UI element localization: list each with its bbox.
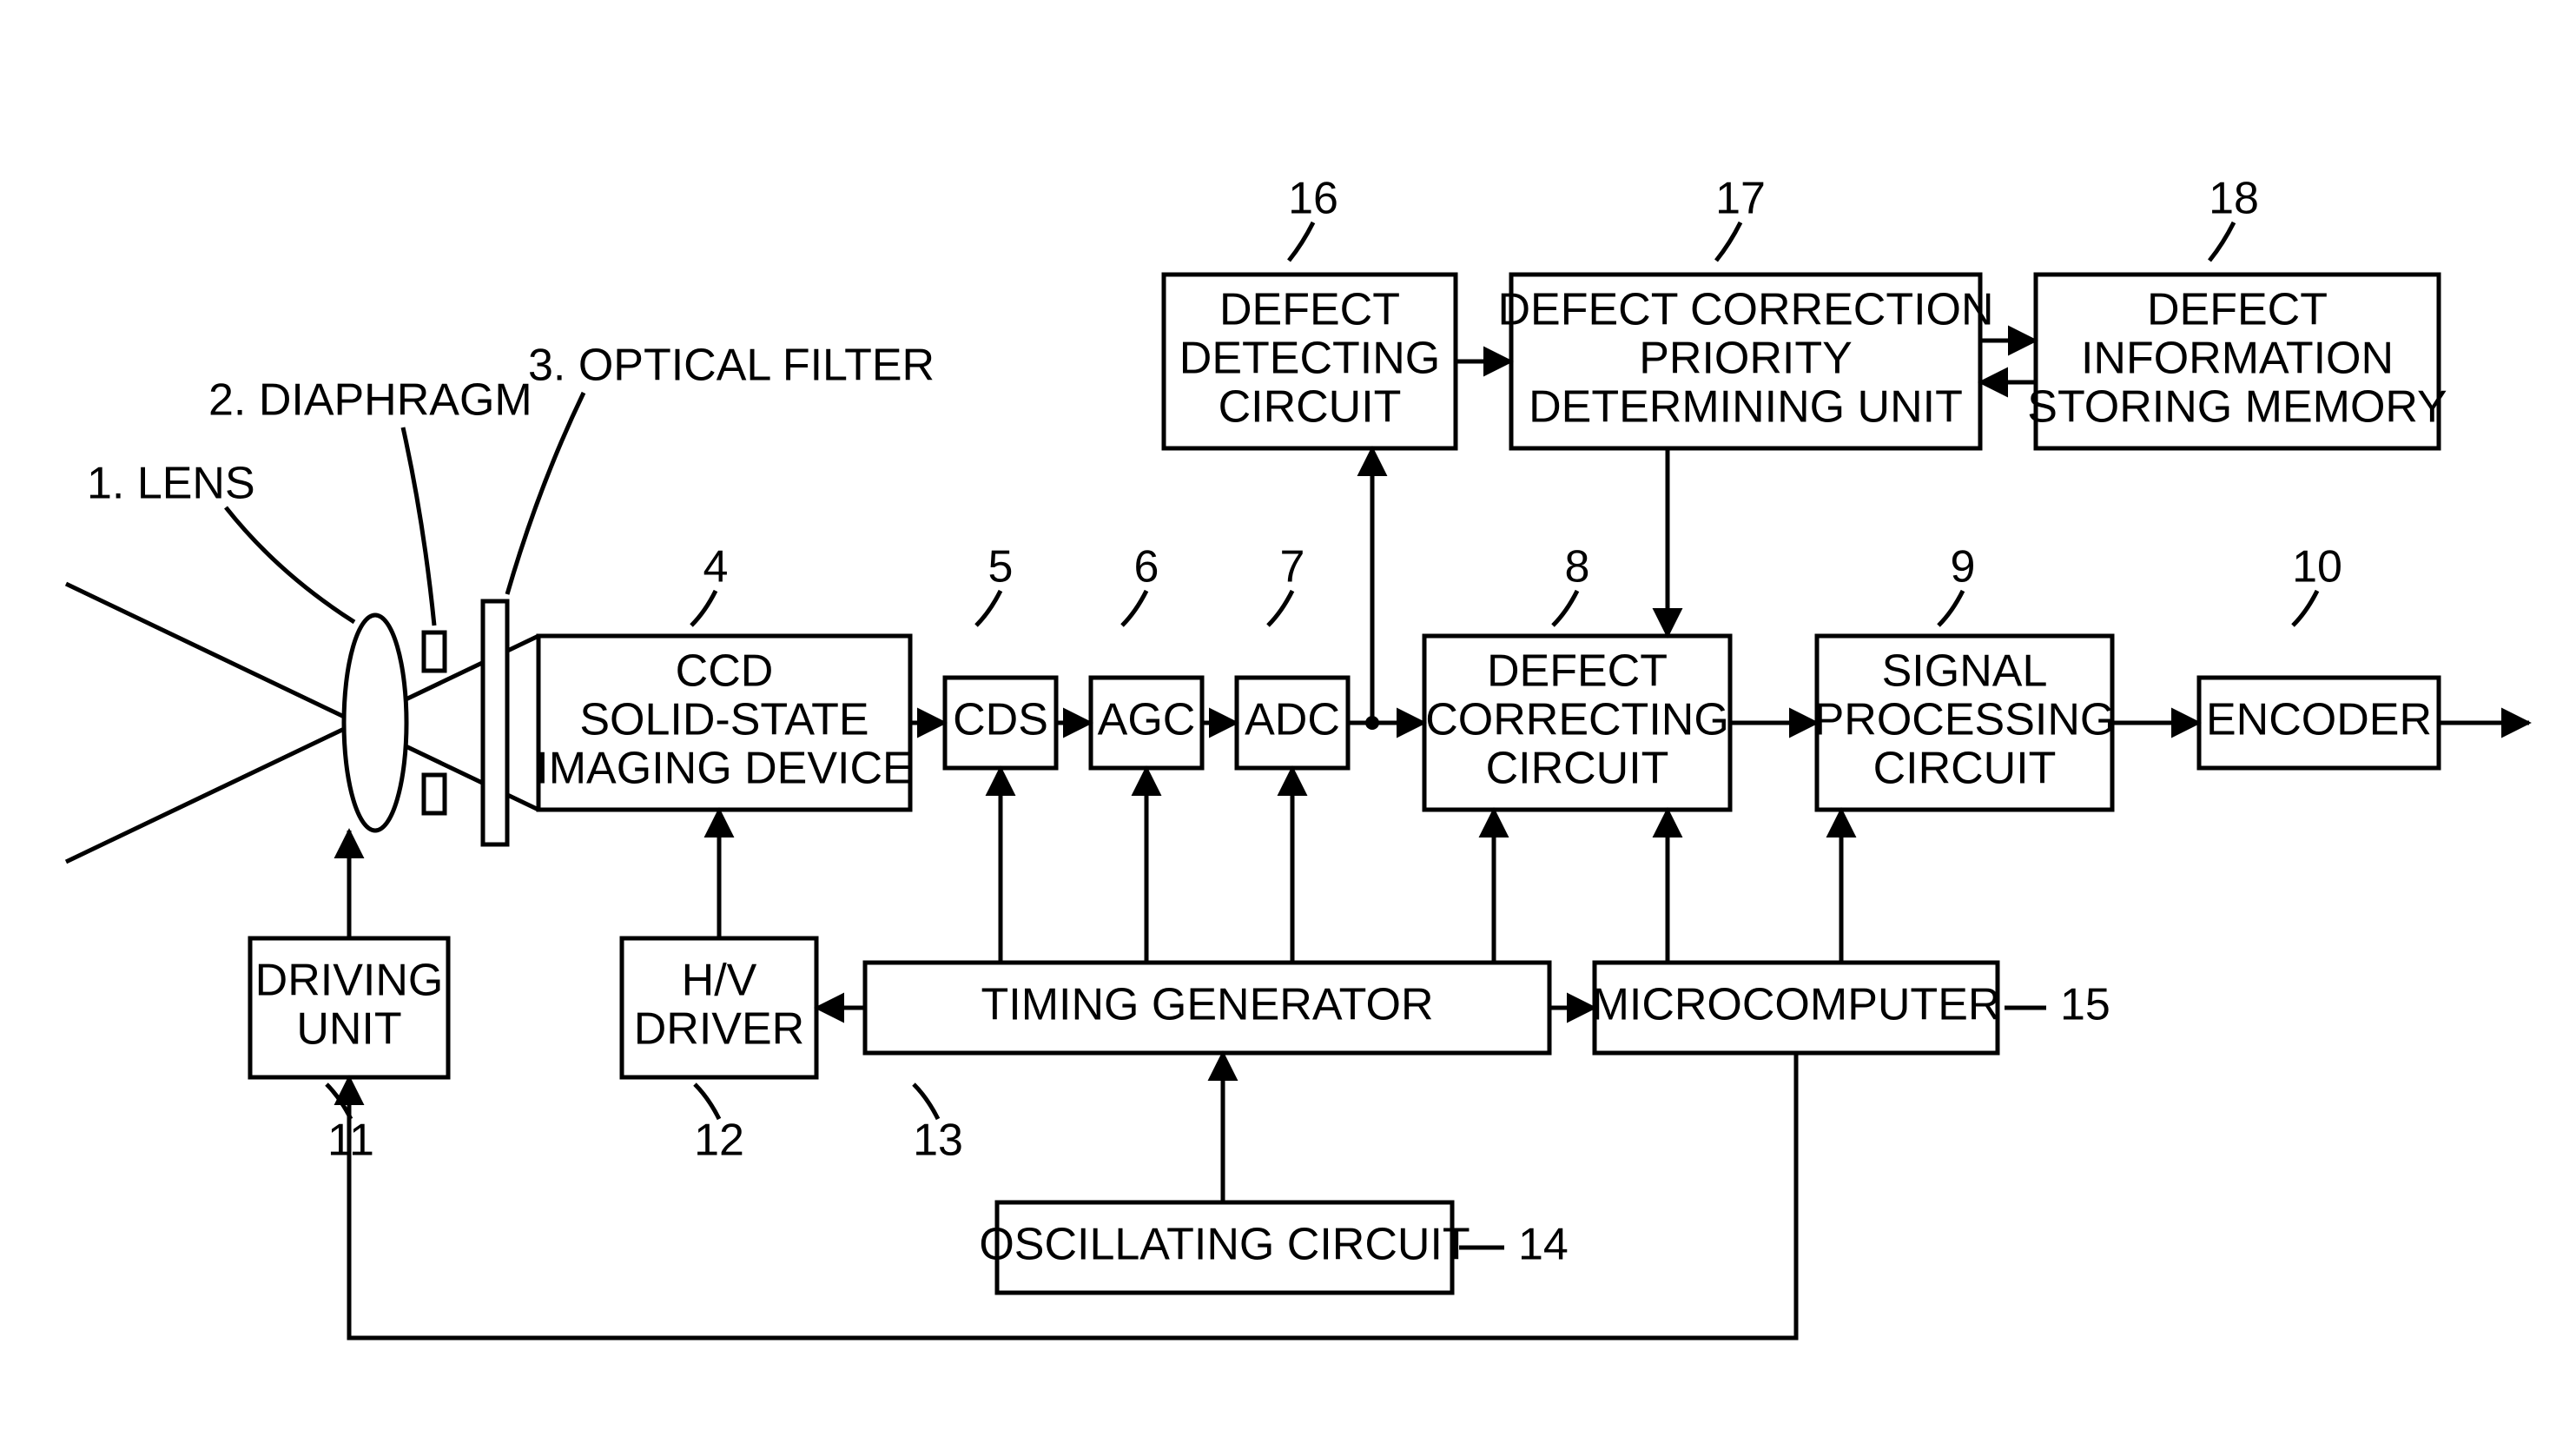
block-label-n6-0: AGC xyxy=(1098,695,1196,745)
block-label-n11-0: DRIVING xyxy=(255,956,444,1006)
block-label-n9-1: PROCESSING xyxy=(1814,695,2116,745)
block-label-n17-1: PRIORITY xyxy=(1639,334,1853,384)
ref-num-n14: 14 xyxy=(1518,1220,1569,1270)
block-label-n4-1: SOLID-STATE xyxy=(579,695,869,745)
block-label-n9-2: CIRCUIT xyxy=(1873,744,2057,794)
block-label-n13-0: TIMING GENERATOR xyxy=(981,980,1434,1030)
ref-num-n17: 17 xyxy=(1715,174,1766,224)
block-label-n11-1: UNIT xyxy=(296,1004,401,1055)
block-diagram: 1. LENS2. DIAPHRAGM3. OPTICAL FILTERCCDS… xyxy=(0,0,2576,1430)
ref-num-n10: 10 xyxy=(2292,542,2342,593)
edge-22 xyxy=(349,1053,1796,1338)
block-label-n7-0: ADC xyxy=(1245,695,1340,745)
block-label-n16-0: DEFECT xyxy=(1219,285,1400,335)
block-label-n18-0: DEFECT xyxy=(2147,285,2328,335)
block-label-n12-0: H/V xyxy=(682,956,757,1006)
block-label-n16-1: DETECTING xyxy=(1179,334,1440,384)
block-label-n8-2: CIRCUIT xyxy=(1486,744,1669,794)
diaphragm-bottom xyxy=(424,775,445,813)
block-label-n18-1: INFORMATION xyxy=(2081,334,2394,384)
ref-num-n16: 16 xyxy=(1288,174,1338,224)
block-label-n16-2: CIRCUIT xyxy=(1219,382,1402,433)
block-label-n12-1: DRIVER xyxy=(634,1004,804,1055)
ref-num-n4: 4 xyxy=(703,542,729,593)
block-label-n9-0: SIGNAL xyxy=(1882,646,2048,697)
ref-num-n8: 8 xyxy=(1565,542,1590,593)
svg-text:1. LENS: 1. LENS xyxy=(87,459,255,509)
block-label-n17-0: DEFECT CORRECTION xyxy=(1497,285,1993,335)
block-label-n15-0: MICROCOMPUTER xyxy=(1592,980,2001,1030)
ref-num-n7: 7 xyxy=(1280,542,1305,593)
block-label-n4-2: IMAGING DEVICE xyxy=(536,744,912,794)
block-label-n8-1: CORRECTING xyxy=(1425,695,1729,745)
ref-num-n13: 13 xyxy=(913,1116,963,1166)
ref-num-n6: 6 xyxy=(1134,542,1159,593)
ref-num-n5: 5 xyxy=(988,542,1014,593)
block-label-n5-0: CDS xyxy=(953,695,1048,745)
optical-filter xyxy=(483,601,507,844)
block-label-n10-0: ENCODER xyxy=(2206,695,2432,745)
block-label-n17-2: DETERMINING UNIT xyxy=(1529,382,1963,433)
svg-text:2. DIAPHRAGM: 2. DIAPHRAGM xyxy=(208,375,532,426)
lens xyxy=(344,615,406,831)
ref-num-n15: 15 xyxy=(2060,980,2110,1030)
svg-text:3. OPTICAL FILTER: 3. OPTICAL FILTER xyxy=(528,341,935,391)
ref-num-n18: 18 xyxy=(2209,174,2259,224)
block-label-n4-0: CCD xyxy=(676,646,774,697)
ref-num-n12: 12 xyxy=(694,1116,744,1166)
diaphragm-top xyxy=(424,632,445,671)
block-label-n14-0: OSCILLATING CIRCUIT xyxy=(979,1220,1470,1270)
ref-num-n9: 9 xyxy=(1951,542,1976,593)
block-label-n18-2: STORING MEMORY xyxy=(2027,382,2447,433)
block-label-n8-0: DEFECT xyxy=(1487,646,1668,697)
